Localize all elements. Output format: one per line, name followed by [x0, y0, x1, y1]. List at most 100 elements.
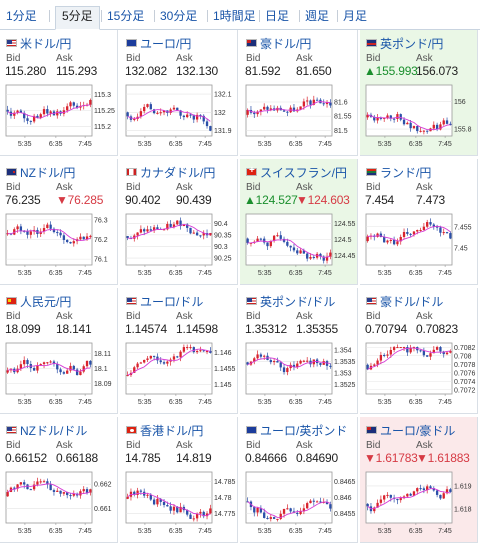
pair-link[interactable]: 豪ドル/ドル	[366, 294, 443, 309]
pair-link[interactable]: スイスフラン/円	[246, 165, 347, 180]
tab-週足[interactable]: 週足	[305, 9, 330, 23]
mini-chart[interactable]: 14.785 14.78 14.775 5:35 6:35 7:45	[124, 469, 236, 535]
tab-5分足[interactable]: 5分足	[55, 6, 100, 30]
pair-link[interactable]: ランド/円	[366, 165, 431, 180]
mini-chart[interactable]: 7.455 7.45 5:35 6:35 7:45	[364, 211, 476, 277]
candle-body	[26, 231, 29, 235]
pair-link[interactable]: 英ポンド/円	[366, 36, 443, 51]
candle-body	[402, 231, 406, 237]
tab-月足[interactable]: 月足	[343, 9, 368, 23]
pair-link[interactable]: 米ドル/円	[6, 36, 71, 51]
rate-card[interactable]: 英ポンド/ドル Bid Ask 1.35312 1.35355 1.354 1.3535 1.…	[240, 288, 358, 414]
candle-body	[322, 103, 325, 105]
chart-frame	[5, 471, 93, 524]
pair-link[interactable]: 人民元/円	[6, 294, 71, 309]
candle-body	[259, 354, 263, 357]
candle-body	[383, 354, 386, 356]
rate-card[interactable]: ユーロ/円 Bid Ask 132.082 132.130 132.1 132 131.9 5:…	[120, 30, 238, 156]
tab-separator	[49, 10, 50, 22]
pair-link[interactable]: ユーロ/円	[126, 36, 191, 51]
rate-card[interactable]: 豪ドル/ドル Bid Ask 0.70794 0.70823 0.7082 0.708 0.7…	[360, 288, 478, 414]
candle-body	[146, 358, 149, 360]
mini-chart[interactable]: 1.354 1.3535 1.353 1.3525 5:35 6:35 7:45	[244, 340, 356, 406]
candle-body	[139, 362, 143, 364]
rate-card[interactable]: 米ドル/円 Bid Ask 115.280 115.293 115.3 115.25 115.…	[0, 30, 118, 156]
y-tick-label: 76.2	[94, 237, 108, 244]
x-tick-label: 6:35	[289, 528, 303, 535]
ask-label: Ask	[296, 53, 313, 64]
bid-label: Bid	[366, 311, 381, 322]
x-tick-label: 7:45	[78, 141, 92, 148]
mini-chart[interactable]: 76.3 76.2 76.1 5:35 6:35 7:45	[4, 211, 116, 277]
candle-body	[432, 488, 435, 491]
rate-card[interactable]: スイスフラン/円BidAsk▲124.527▼124.603124.55124.…	[240, 159, 358, 285]
candle-body	[269, 108, 272, 110]
tab-1分足[interactable]: 1分足	[6, 9, 37, 23]
mini-chart[interactable]: 1.619 1.618 5:35 6:35 7:45	[364, 469, 476, 535]
pair-link[interactable]: NZドル/ドル	[6, 423, 87, 438]
rate-card[interactable]: ユーロ/豪ドル Bid Ask ▼1.61783 ▼1.61883 1.619 1.618 5…	[360, 417, 478, 543]
rate-card[interactable]: NZドル/円 Bid Ask 76.235 ▼76.285 76.3 76.2 76.1 5:3…	[0, 159, 118, 285]
candle-body	[42, 109, 46, 115]
mini-chart[interactable]: 81.6 81.55 81.5 5:35 6:35 7:45	[244, 82, 356, 148]
ask-value: 0.66188	[56, 451, 98, 465]
rate-card[interactable]: ユーロ/ドル Bid Ask 1.14574 1.14598 1.146 1.1455 1.1…	[120, 288, 238, 414]
rate-card[interactable]: 英ポンド/円 Bid Ask ▲155.993 156.073 156 155.8 5:35 6…	[360, 30, 478, 156]
mini-chart[interactable]: 0.8465 0.846 0.8455 5:35 6:35 7:45	[244, 469, 356, 535]
mini-chart[interactable]: 124.55 124.5 124.45 5:35 6:35 7:45	[244, 211, 356, 277]
candle-body	[49, 224, 52, 229]
pair-link[interactable]: 香港ドル/円	[126, 423, 203, 438]
tab-日足[interactable]: 日足	[265, 9, 290, 23]
rate-card[interactable]: ユーロ/英ポンド Bid Ask 0.84666 0.84690 0.8465 0.846 0…	[240, 417, 358, 543]
mini-chart[interactable]: 1.146 1.1455 1.145 5:35 6:35 7:45	[124, 340, 236, 406]
pair-link[interactable]: ユーロ/豪ドル	[366, 423, 455, 438]
candle-body	[72, 102, 75, 106]
pair-link[interactable]: カナダドル/円	[126, 165, 215, 180]
pair-link[interactable]: 英ポンド/ドル	[246, 294, 335, 309]
rate-card[interactable]: ランド/円 Bid Ask 7.454 7.473 7.455 7.45 5:35 6:35 7:…	[360, 159, 478, 285]
candle-body	[62, 110, 66, 114]
candle-body	[199, 350, 202, 352]
moving-average-line	[7, 229, 91, 241]
candle-body	[279, 513, 282, 519]
rate-card[interactable]: カナダドル/円 Bid Ask 90.402 90.439 90.4 90.35 90.3 90…	[120, 159, 238, 285]
x-tick-label: 6:35	[409, 141, 423, 148]
candle-body	[46, 481, 49, 485]
rate-card[interactable]: NZドル/ドル Bid Ask 0.66152 0.66188 0.662 0.661 5:3…	[0, 417, 118, 543]
candle-body	[195, 351, 199, 353]
candle-body	[136, 232, 139, 236]
candle-body	[442, 232, 445, 234]
pair-link[interactable]: 豪ドル/円	[246, 36, 311, 51]
mini-chart[interactable]: 0.662 0.661 5:35 6:35 7:45	[4, 469, 116, 535]
tab-1時間足[interactable]: 1時間足	[213, 9, 256, 23]
candle-body	[36, 365, 39, 371]
ask-label: Ask	[56, 53, 73, 64]
y-tick-label: 76.1	[94, 257, 108, 264]
mini-chart[interactable]: 132.1 132 131.9 5:35 6:35 7:45	[124, 82, 236, 148]
bid-value: 81.592	[245, 64, 281, 78]
x-tick-label: 7:45	[438, 141, 452, 148]
rate-card[interactable]: 香港ドル/円 Bid Ask 14.785 14.819 14.785 14.78 14.77…	[120, 417, 238, 543]
pair-link[interactable]: ユーロ/英ポンド	[246, 423, 347, 438]
pair-link[interactable]: ユーロ/ドル	[126, 294, 203, 309]
pair-link[interactable]: NZドル/円	[6, 165, 75, 180]
y-tick-label: 115.3	[94, 92, 111, 99]
candle-body	[39, 231, 42, 234]
y-tick-label: 18.1	[94, 366, 108, 373]
y-tick-label: 124.55	[334, 221, 356, 228]
candle-body	[85, 236, 89, 240]
candle-body	[6, 109, 9, 112]
tab-30分足[interactable]: 30分足	[160, 9, 198, 23]
candle-body	[89, 360, 92, 365]
mini-chart[interactable]: 156 155.8 5:35 6:35 7:45	[364, 82, 476, 148]
bid-label: Bid	[126, 311, 141, 322]
x-tick-label: 5:35	[18, 528, 32, 535]
tab-15分足[interactable]: 15分足	[107, 9, 145, 23]
mini-chart[interactable]: 115.3 115.25 115.2 5:35 6:35 7:45	[4, 82, 116, 148]
mini-chart[interactable]: 90.4 90.35 90.3 90.25 5:35 6:35 7:45	[124, 211, 236, 277]
rate-card[interactable]: 人民元/円 Bid Ask 18.099 18.141 18.11 18.1 18.09 5:3…	[0, 288, 118, 414]
rate-card[interactable]: 豪ドル/円 Bid Ask 81.592 81.650 81.6 81.55 81.5 5:35…	[240, 30, 358, 156]
mini-chart[interactable]: 18.11 18.1 18.09 5:35 6:35 7:45	[4, 340, 116, 406]
y-tick-label: 1.145	[214, 382, 232, 389]
